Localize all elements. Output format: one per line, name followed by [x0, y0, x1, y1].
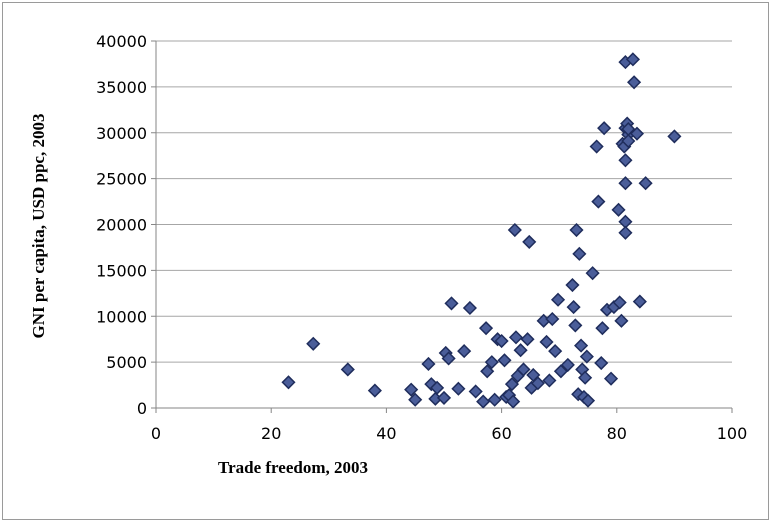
data-point	[618, 176, 633, 191]
data-point	[508, 330, 524, 345]
data-point	[580, 393, 596, 408]
y-tick-label: 35000	[96, 78, 147, 97]
data-point	[462, 300, 477, 316]
x-tick-label: 40	[376, 424, 396, 443]
data-point	[574, 338, 589, 353]
data-point	[589, 139, 604, 154]
y-tick-label: 40000	[96, 32, 147, 51]
data-point	[516, 362, 531, 377]
y-tick-label: 30000	[96, 124, 147, 143]
x-tick-label: 0	[151, 424, 161, 443]
data-point	[621, 133, 636, 149]
y-tick-label: 15000	[96, 261, 147, 280]
y-tick-label: 0	[137, 399, 147, 418]
data-point	[513, 343, 528, 358]
data-point	[612, 295, 627, 310]
data-point	[550, 292, 566, 307]
data-point	[281, 375, 296, 390]
data-point	[421, 356, 436, 372]
data-point	[568, 318, 583, 333]
data-point	[487, 392, 502, 407]
y-tick-label: 25000	[96, 170, 147, 189]
data-point	[530, 376, 545, 391]
data-point	[542, 373, 557, 388]
data-point	[468, 384, 483, 399]
data-point	[476, 394, 491, 409]
data-point	[629, 126, 645, 141]
y-tick-label: 20000	[96, 216, 147, 235]
data-point	[522, 234, 537, 249]
data-point	[553, 364, 568, 379]
data-point	[367, 383, 382, 398]
data-point	[430, 380, 445, 395]
data-point	[618, 225, 633, 240]
data-point	[548, 344, 563, 359]
y-tick-labels: 0 5000 10000 15000 20000 25000 30000 35000 40000	[96, 32, 147, 418]
data-point	[545, 311, 560, 327]
data-point	[618, 153, 633, 168]
data-point	[520, 332, 535, 347]
x-tick-label: 80	[607, 424, 627, 443]
data-point	[603, 371, 619, 386]
y-axis-title: GNI per capita, USD ppc, 2003	[29, 114, 48, 339]
data-point	[627, 75, 642, 90]
data-point	[507, 222, 522, 238]
data-point	[404, 382, 419, 397]
x-tick-label: 20	[261, 424, 281, 443]
axes	[155, 41, 733, 413]
x-axis-title: Trade freedom, 2003	[218, 458, 368, 477]
data-point	[597, 121, 612, 136]
data-point	[625, 52, 640, 67]
data-point	[444, 296, 459, 311]
data-point	[451, 381, 466, 396]
y-tick-label: 5000	[106, 353, 147, 372]
data-point	[591, 194, 606, 209]
data-point	[579, 349, 594, 364]
data-point	[504, 377, 520, 392]
y-tick-label: 10000	[96, 307, 147, 326]
data-point	[595, 321, 610, 336]
data-point	[611, 202, 626, 217]
data-point	[494, 333, 509, 349]
data-point	[497, 353, 512, 368]
data-point	[560, 357, 575, 372]
data-point	[667, 129, 682, 144]
data-point	[306, 336, 321, 351]
data-point	[565, 277, 580, 293]
data-point	[594, 355, 609, 371]
data-point	[638, 176, 653, 191]
data-point	[484, 355, 499, 370]
data-points	[281, 52, 682, 409]
data-point	[578, 370, 593, 385]
data-point	[340, 362, 355, 377]
data-point	[632, 294, 647, 309]
data-point	[478, 321, 494, 336]
data-point	[441, 351, 456, 366]
data-point	[539, 334, 554, 350]
data-point	[436, 390, 452, 405]
data-point	[569, 222, 584, 238]
x-tick-label: 60	[491, 424, 511, 443]
x-tick-label: 100	[717, 424, 748, 443]
x-tick-labels: 0 20 40 60 80 100	[151, 424, 747, 443]
data-point	[457, 344, 472, 359]
data-point	[566, 300, 581, 315]
data-point	[614, 313, 629, 328]
data-point	[480, 364, 495, 379]
data-point	[572, 246, 587, 261]
data-point	[585, 266, 600, 281]
scatter-chart: 0 20 40 60 80 100 0 5000 10000 15000 20000 25000 30…	[29, 32, 747, 477]
data-point	[408, 392, 423, 407]
data-point	[506, 394, 521, 409]
